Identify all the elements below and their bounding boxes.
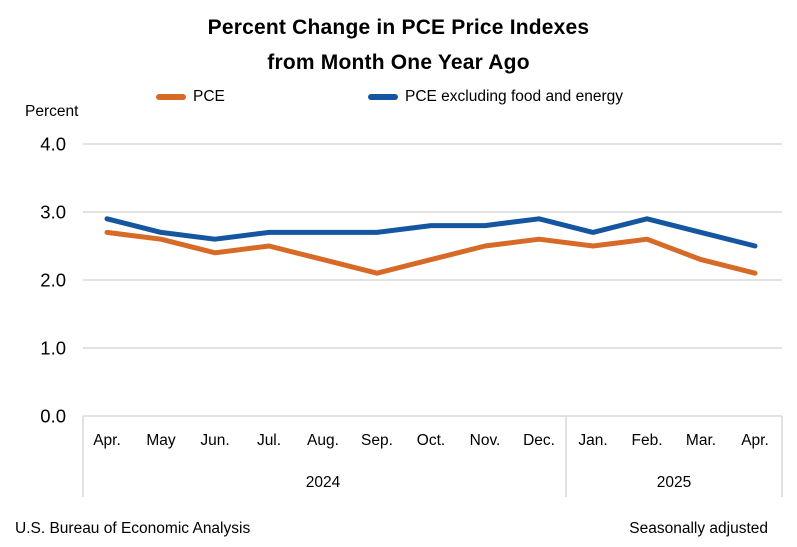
year-label: 2025	[657, 474, 691, 491]
x-tick-label: Oct.	[417, 432, 445, 449]
x-tick-label: Jun.	[200, 432, 229, 449]
x-tick-label: Apr.	[93, 432, 121, 449]
chart-title-line2: from Month One Year Ago	[267, 51, 530, 74]
pce-legend-label: PCE	[193, 88, 225, 105]
x-tick-label: Feb.	[631, 432, 662, 449]
year-label: 2024	[306, 474, 341, 491]
pce-line	[104, 229, 758, 276]
adjustment-note: Seasonally adjusted	[629, 520, 768, 537]
legend-item-pce: PCE	[156, 87, 225, 107]
y-tick-label: 4.0	[40, 134, 66, 155]
y-tick-label: 1.0	[40, 338, 66, 359]
x-tick-label: Mar.	[686, 432, 716, 449]
x-tick-label: Nov.	[470, 432, 501, 449]
y-axis-title: Percent	[25, 103, 79, 120]
y-tick-label: 2.0	[40, 270, 66, 291]
x-tick-label: Sep.	[361, 432, 393, 449]
x-tick-label: Aug.	[307, 432, 339, 449]
x-tick-label: Jul.	[257, 432, 281, 449]
source-attribution: U.S. Bureau of Economic Analysis	[15, 520, 251, 537]
x-tick-label: May	[146, 432, 176, 449]
chart-title-line1: Percent Change in PCE Price Indexes	[207, 16, 590, 39]
core-pce-legend-label: PCE excluding food and energy	[405, 88, 624, 105]
y-tick-label: 3.0	[40, 202, 66, 223]
legend-item-core-pce: PCE excluding food and energy	[368, 87, 623, 107]
core-pce-legend-swatch	[368, 94, 398, 100]
x-tick-label: Jan.	[578, 432, 607, 449]
y-tick-label: 0.0	[40, 406, 66, 427]
x-tick-label: Apr.	[741, 432, 769, 449]
core-pce-line	[104, 216, 758, 249]
x-tick-label: Dec.	[523, 432, 555, 449]
pce-legend-swatch	[156, 94, 186, 100]
